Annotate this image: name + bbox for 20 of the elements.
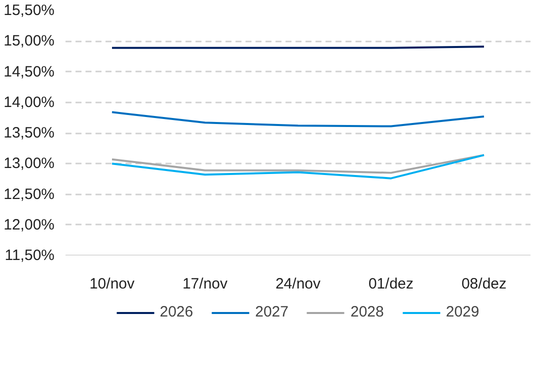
x-tick-label: 24/nov (275, 276, 322, 292)
y-tick-label: 11,50% (4, 247, 55, 264)
x-tick-label: 17/nov (182, 276, 228, 292)
y-tick-label: 14,00% (4, 94, 54, 111)
line-series (111, 154, 485, 180)
legend-label: 2029 (446, 304, 480, 320)
y-tick-label: 13,50% (4, 124, 54, 142)
line-series (111, 111, 485, 128)
y-tick-label: 14,50% (4, 63, 54, 80)
y-tick-label: 13,00% (4, 155, 54, 172)
x-tick-label: 10/nov (89, 276, 136, 292)
legend-label: 2028 (350, 304, 384, 320)
y-tick-label: 12,00% (4, 216, 54, 234)
legend-label: 2026 (160, 304, 194, 320)
y-tick-label: 15,50% (4, 2, 54, 19)
legend-label: 2027 (255, 304, 288, 320)
y-tick-label: 15,00% (4, 32, 54, 50)
y-tick-label: 12,50% (4, 186, 54, 203)
x-tick-label: 08/dez (461, 276, 507, 292)
x-tick-label: 01/dez (368, 276, 414, 292)
